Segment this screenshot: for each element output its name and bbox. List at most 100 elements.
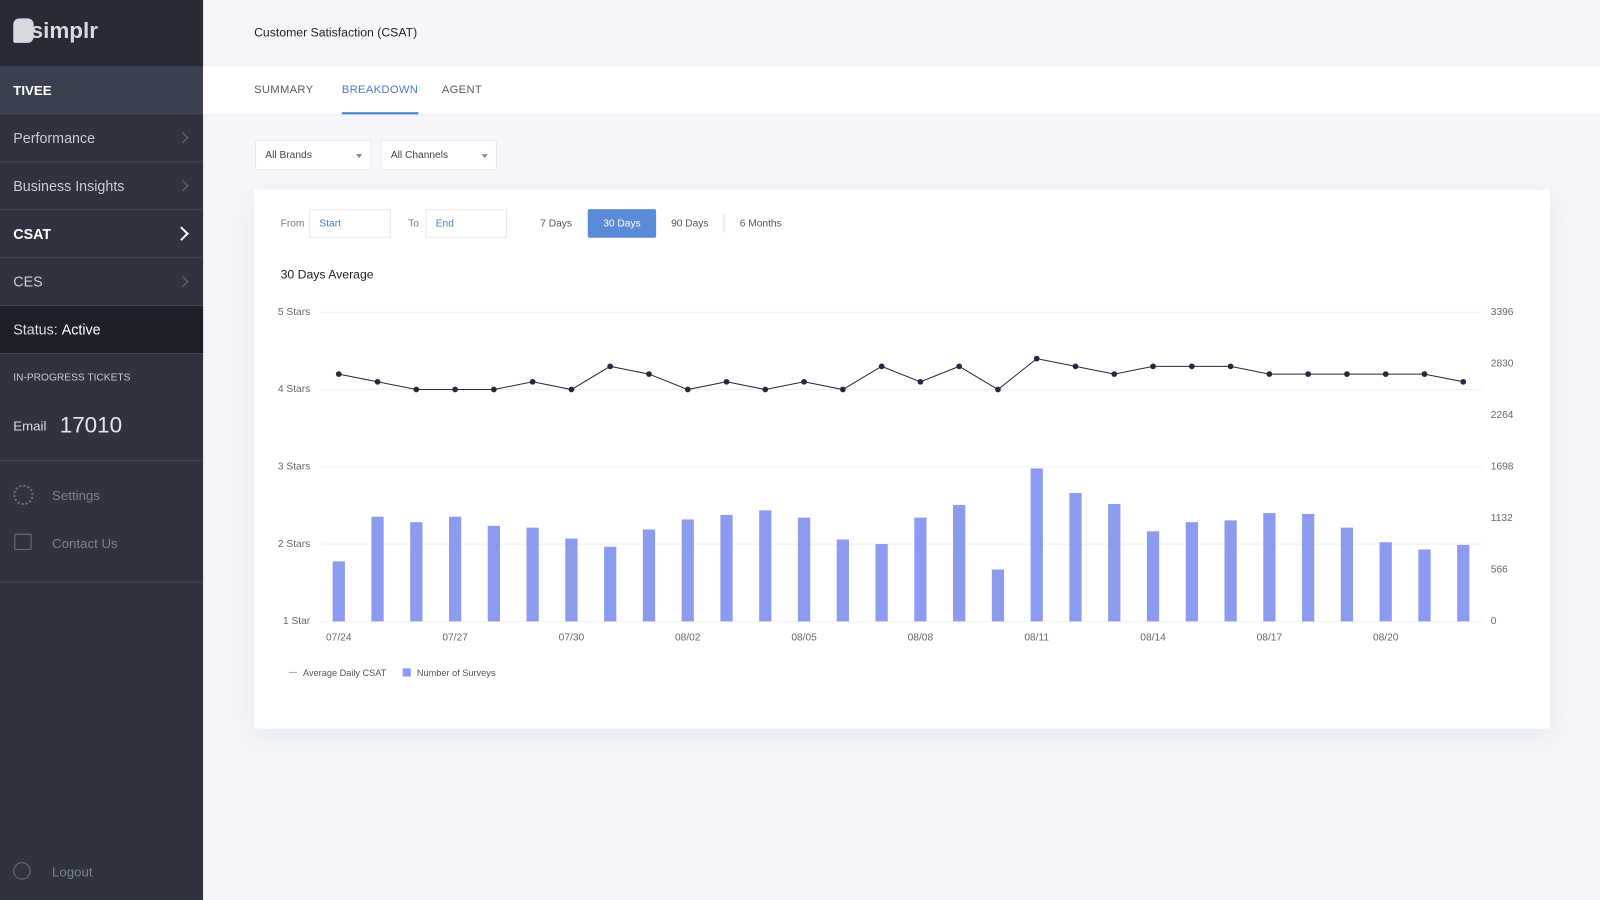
point <box>917 378 924 385</box>
bar <box>448 516 462 622</box>
preset[interactable]: 90 Days <box>671 217 709 230</box>
preset-active[interactable]: 30 Days <box>587 209 657 238</box>
contact-link[interactable]: Contact Us <box>52 535 118 552</box>
status-label: Status: <box>13 321 58 338</box>
bar <box>1457 544 1470 622</box>
tab[interactable]: AGENT <box>441 83 483 96</box>
contact-icon <box>14 533 32 550</box>
settings-icon <box>13 484 34 506</box>
separator <box>723 214 725 233</box>
y-tick-label: 3 Stars <box>278 462 310 473</box>
bar <box>565 538 578 622</box>
point <box>801 378 807 385</box>
tab[interactable]: SUMMARY <box>254 83 314 96</box>
bar <box>953 504 966 622</box>
bar <box>1069 493 1082 622</box>
start-input[interactable]: Start <box>309 209 391 238</box>
channel-select[interactable]: All Channels <box>380 139 497 171</box>
menu-item[interactable]: Performance <box>0 114 204 163</box>
x-tick-label: 08/20 <box>1373 632 1399 643</box>
select-label: All Brands <box>265 149 312 161</box>
point <box>878 363 885 370</box>
point <box>1150 363 1156 370</box>
tab-active[interactable]: BREAKDOWN <box>341 66 419 115</box>
x-tick-label: 07/30 <box>559 632 585 643</box>
bar <box>371 516 384 622</box>
bar <box>681 519 694 622</box>
to-label: To <box>408 218 419 230</box>
y-tick-label: 2 Stars <box>278 539 310 550</box>
end-input[interactable]: End <box>425 209 508 238</box>
point <box>413 386 420 393</box>
bar <box>642 529 656 622</box>
tab-bar: SUMMARY BREAKDOWN AGENT <box>203 66 1600 116</box>
bar <box>1418 549 1431 622</box>
y-tick-label: 5 Stars <box>278 307 310 318</box>
logo-text: simplr <box>30 17 98 43</box>
bar <box>1379 542 1392 622</box>
point <box>956 363 963 370</box>
y2-tick-label: 3396 <box>1491 307 1514 318</box>
point <box>684 386 691 393</box>
point <box>1421 371 1428 377</box>
menu-item[interactable]: Business Insights <box>0 162 204 211</box>
point <box>839 386 846 393</box>
chart-title: 30 Days Average <box>281 268 374 282</box>
x-tick-label: 08/17 <box>1257 632 1283 643</box>
bar <box>1224 520 1237 622</box>
bar <box>526 527 539 622</box>
point <box>1382 371 1389 377</box>
bar <box>1108 503 1121 622</box>
point <box>1111 371 1118 377</box>
bar <box>1146 531 1160 622</box>
y2-tick-label: 1132 <box>1491 513 1513 524</box>
x-tick-label: 07/27 <box>442 632 468 643</box>
x-tick-label: 08/05 <box>791 632 817 643</box>
account[interactable]: TIVEE <box>0 66 204 115</box>
logout-icon <box>13 862 31 880</box>
point <box>335 371 342 377</box>
logo-icon <box>13 18 34 43</box>
x-tick-label: 08/11 <box>1024 632 1049 643</box>
bar <box>991 569 1005 622</box>
settings-link[interactable]: Settings <box>52 487 100 504</box>
chart-card <box>254 189 1550 729</box>
header: Customer Satisfaction (CSAT) <box>203 0 1600 66</box>
sidebar: simplr TIVEE Performance Business Insigh… <box>0 0 204 900</box>
menu-item[interactable]: CSAT <box>0 210 204 259</box>
point <box>1188 363 1195 370</box>
x-tick-label: 07/24 <box>326 632 352 643</box>
y2-tick-label: 566 <box>1491 565 1508 576</box>
bar <box>875 544 888 622</box>
menu-label: CSAT <box>13 225 52 242</box>
y-tick-label: 4 Stars <box>278 384 310 395</box>
point <box>995 386 1001 393</box>
point <box>529 378 536 385</box>
bar <box>836 539 849 622</box>
preset[interactable]: 6 Months <box>739 217 782 230</box>
preset[interactable]: 7 Days <box>540 217 572 230</box>
point <box>723 378 730 385</box>
point <box>1344 371 1350 377</box>
brand-select[interactable]: All Brands <box>255 139 372 171</box>
point <box>374 378 381 385</box>
menu-item[interactable]: CES <box>0 258 204 307</box>
tickets: Email 17010 <box>13 412 122 439</box>
y2-tick-label: 0 <box>1491 616 1497 627</box>
menu-label: Business Insights <box>13 177 125 194</box>
bar <box>332 561 345 622</box>
bar <box>1185 522 1198 622</box>
point <box>491 386 497 393</box>
bar <box>759 510 772 622</box>
bar <box>487 525 500 622</box>
legend-swatch <box>402 668 411 677</box>
divider <box>0 581 204 583</box>
y2-tick-label: 2264 <box>1491 410 1514 421</box>
bar <box>1263 513 1276 622</box>
logout-link[interactable]: Logout <box>52 864 93 880</box>
line <box>338 358 1464 391</box>
y2-tick-label: 2830 <box>1491 358 1514 369</box>
point <box>1227 363 1234 370</box>
tickets-count: 17010 <box>59 412 123 438</box>
